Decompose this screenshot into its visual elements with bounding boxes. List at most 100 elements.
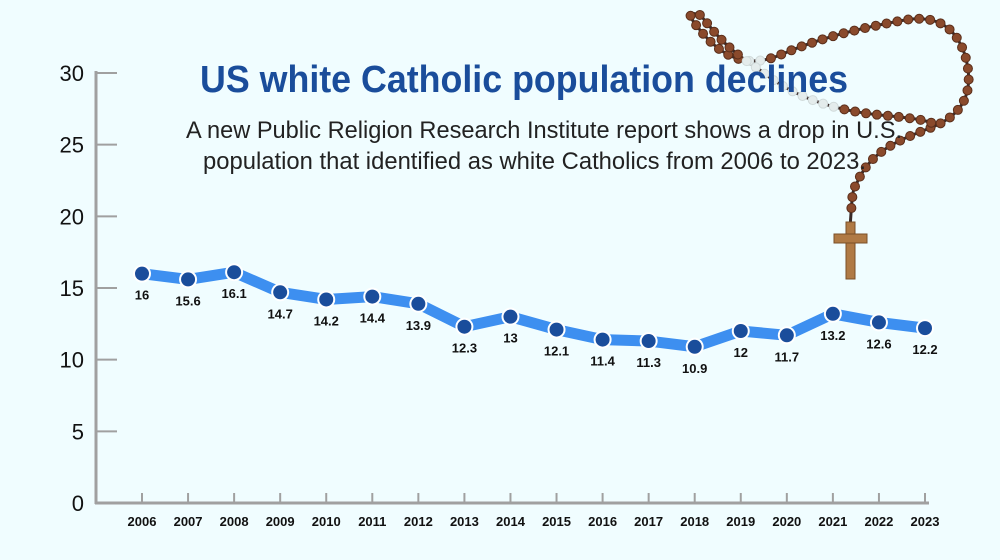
data-label: 14.4 [360,311,386,326]
rosary-bead [944,112,955,123]
rosary-bead [702,18,713,29]
data-point [365,289,380,304]
data-point [135,266,149,281]
rosary-bead [694,9,705,20]
data-point [825,306,840,321]
rosary-bead [713,43,724,54]
x-tick-label: 2015 [542,514,571,529]
x-tick-label: 2013 [450,514,479,529]
x-tick-label: 2021 [818,514,847,529]
rosary-bead [958,95,969,106]
rosary-bead [957,42,968,53]
data-label: 12.3 [452,341,477,356]
rosary-bead [892,16,903,27]
rosary-bead [768,75,779,86]
rosary-bead [807,95,818,106]
data-label: 12 [734,345,748,360]
series-path [141,266,926,353]
rosary-bead [776,49,787,60]
chart-subtitle-line-2: population that identified as white Cath… [203,148,866,175]
rosary-bead [750,62,761,73]
data-label: 11.4 [590,354,615,369]
rosary-bead [691,20,702,31]
data-point [595,332,610,347]
rosary-bead [724,42,735,53]
rosary-bead [685,10,696,21]
data-point [549,322,564,337]
y-tick-label: 25 [60,133,84,158]
rosary-bead [960,52,971,63]
rosary-bead [870,20,881,31]
rosary-bead [867,154,878,165]
data-label: 14.7 [268,306,293,321]
y-tick-label: 5 [72,419,84,444]
rosary-bead [895,135,906,146]
x-tick-label: 2019 [726,514,755,529]
rosary-bead [828,31,839,42]
rosary-bead [905,131,916,142]
rosary-bead [850,106,861,117]
rosary-bead [796,41,807,52]
data-point [641,334,656,349]
rosary-bead [962,63,973,74]
x-tick-label: 2023 [911,514,940,529]
x-tick-label: 2020 [772,514,801,529]
x-tick-label: 2007 [174,514,203,529]
data-label: 16.1 [221,286,246,301]
y-tick-label: 30 [60,61,84,86]
data-point [227,265,242,280]
rosary-bead [925,14,936,25]
rosary-bead [860,162,871,173]
rosary-bead [846,203,857,214]
rosary-bead [838,28,849,39]
rosary-bead [847,192,858,203]
data-label: 11.3 [636,355,661,370]
data-label: 14.2 [314,313,339,328]
x-tick-label: 2016 [588,514,617,529]
rosary-bead [881,18,892,29]
data-point [503,309,518,324]
data-point [411,296,426,311]
rosary-bead [882,110,893,121]
data-label: 10.9 [682,361,707,376]
data-point [918,321,932,336]
rosary-bead [787,86,798,97]
rosary-image [685,9,974,280]
x-tick-label: 2008 [220,514,249,529]
cross-horizontal [833,233,868,244]
rosary-bead [828,101,839,112]
rosary-bead [915,126,926,137]
x-tick-label: 2010 [312,514,341,529]
data-point [779,328,794,343]
rosary-bead [904,113,915,124]
series-line: 16 15.6 16.1 14.7 14.2 14.4 13.9 12.3 13 12.1 11.4… [133,263,938,376]
rosary-bead [952,104,963,115]
rosary-bead [951,32,962,43]
rosary-bead [797,90,808,101]
rosary-bead [854,171,865,182]
rosary-bead [850,181,861,192]
data-point [871,315,886,330]
y-tick-label: 15 [60,276,84,301]
data-label: 12.2 [912,342,937,357]
x-tick-label: 2012 [404,514,433,529]
rosary-bead [818,98,829,109]
data-point [457,319,472,334]
rosary-bead [915,114,926,125]
data-label: 13.2 [820,328,845,343]
rosary-bead [935,18,946,29]
rosary-bead [709,26,720,37]
rosary-bead [732,49,743,60]
rosary-bead [861,108,872,119]
data-label: 13.9 [406,318,431,333]
rosary-bead [935,118,946,129]
rosary-bead [705,36,716,47]
rosary-bead [914,13,925,24]
data-label: 15.6 [175,293,200,308]
data-label: 13 [503,331,517,346]
rosary-bead [871,109,882,120]
x-tick-label: 2018 [680,514,709,529]
rosary-bead [885,140,896,151]
x-tick-label: 2006 [128,514,157,529]
